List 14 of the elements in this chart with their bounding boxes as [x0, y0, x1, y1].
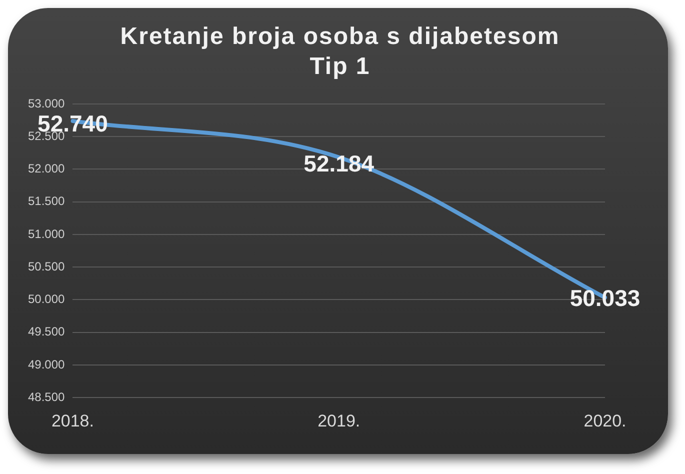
y-tick-label: 48.500 [28, 390, 66, 404]
y-tick-label: 52.000 [28, 162, 66, 176]
y-tick-label: 51.000 [28, 226, 66, 241]
x-tick-label: 2019. [318, 411, 360, 430]
y-tick-label: 53.000 [28, 96, 66, 110]
x-tick-label: 2020. [584, 411, 626, 430]
y-tick-label: 50.000 [28, 292, 66, 306]
y-tick-label: 49.500 [28, 324, 66, 339]
y-tick-label: 51.500 [28, 194, 66, 208]
data-label: 50.033 [570, 284, 640, 311]
chart-title: Kretanje broja osoba s dijabetesom Tip 1 [119, 22, 561, 82]
x-tick-label: 2018. [51, 411, 94, 430]
y-tick-label: 50.500 [28, 259, 66, 274]
y-tick-label: 49.000 [28, 357, 66, 372]
